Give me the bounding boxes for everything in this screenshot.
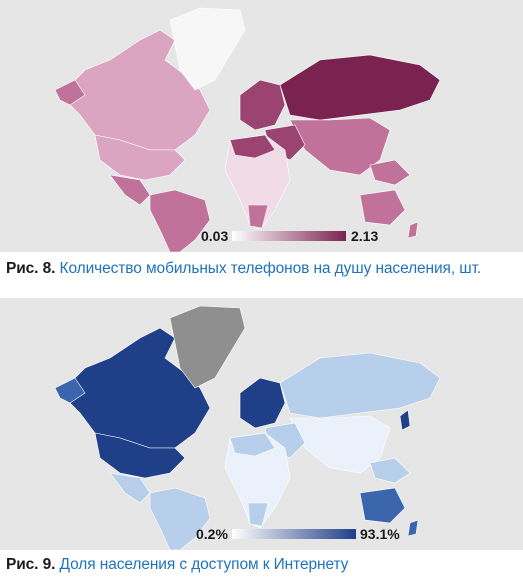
legend-gradient-bar [232,231,346,241]
region-south-america [149,189,211,252]
region-russia [279,352,441,419]
legend-max-label: 2.13 [351,228,379,244]
region-japan [399,409,411,431]
figure-caption: Рис. 8. Количество мобильных телефонов н… [6,260,481,278]
world-map-mobile-phones: 0.03 2.13 [0,0,523,252]
region-africa [224,432,291,529]
region-north-africa [229,134,276,159]
region-north-africa [229,432,276,457]
region-alaska [54,377,86,404]
region-greenland [169,305,246,389]
region-usa [94,134,186,181]
caption-label: Рис. 8. [6,260,56,277]
legend-max-label: 93.1% [360,526,400,542]
map-svg [54,7,441,252]
world-map-internet-access: 0.2% 93.1% [0,298,523,550]
region-se-asia [369,457,411,484]
region-south-africa [247,502,269,527]
region-mexico [109,472,151,504]
region-europe [239,79,286,131]
region-asia-south [289,117,391,176]
region-australia [359,189,406,226]
region-russia [279,54,441,121]
caption-text: Доля населения с доступом к Интернету [59,556,349,573]
legend-min-label: 0.03 [201,228,229,244]
caption-text: Количество мобильных телефонов на душу н… [59,260,482,277]
region-europe [239,377,286,429]
region-new-zealand [407,221,419,239]
caption-label: Рис. 9. [6,556,56,573]
region-south-africa [247,204,269,229]
region-south-america [149,487,211,550]
region-usa [94,432,186,479]
legend-min-label: 0.2% [196,526,228,542]
legend-gradient-bar [232,529,356,539]
region-new-zealand [407,519,419,537]
region-australia [359,487,406,524]
region-se-asia [369,159,411,186]
map-svg [54,305,441,550]
region-africa [224,134,291,231]
figure-caption: Рис. 9. Доля населения с доступом к Инте… [6,556,348,574]
region-mexico [109,174,151,206]
region-greenland [169,7,246,91]
region-asia-south [289,415,391,474]
region-alaska [54,79,86,106]
